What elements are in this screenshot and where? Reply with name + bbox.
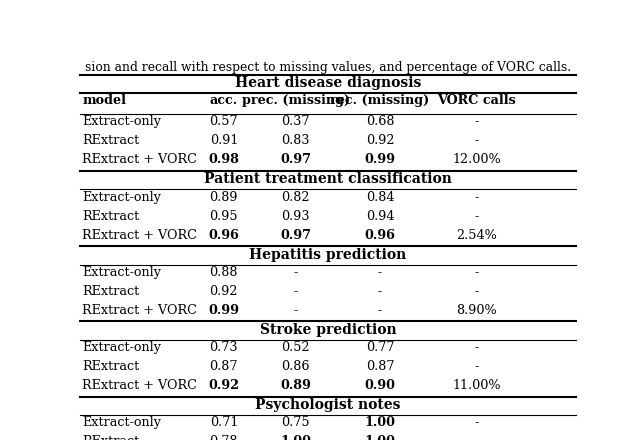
Text: 2.54%: 2.54% — [456, 229, 497, 242]
Text: Stroke prediction: Stroke prediction — [260, 323, 396, 337]
Text: 0.71: 0.71 — [210, 416, 238, 429]
Text: Extract-only: Extract-only — [83, 115, 161, 128]
Text: -: - — [378, 304, 382, 317]
Text: RExtract: RExtract — [83, 435, 140, 440]
Text: 0.78: 0.78 — [209, 435, 238, 440]
Text: 0.99: 0.99 — [209, 304, 239, 317]
Text: 11.00%: 11.00% — [452, 379, 501, 392]
Text: 0.52: 0.52 — [282, 341, 310, 354]
Text: -: - — [378, 285, 382, 298]
Text: Extract-only: Extract-only — [83, 416, 161, 429]
Text: 0.87: 0.87 — [209, 360, 238, 373]
Text: 0.93: 0.93 — [282, 210, 310, 223]
Text: 0.97: 0.97 — [280, 229, 311, 242]
Text: -: - — [475, 435, 479, 440]
Text: 0.86: 0.86 — [282, 360, 310, 373]
Text: 0.91: 0.91 — [210, 135, 238, 147]
Text: -: - — [475, 285, 479, 298]
Text: 12.00%: 12.00% — [452, 154, 501, 166]
Text: 0.96: 0.96 — [209, 229, 239, 242]
Text: 0.95: 0.95 — [209, 210, 238, 223]
Text: 0.75: 0.75 — [282, 416, 310, 429]
Text: 0.92: 0.92 — [209, 379, 239, 392]
Text: -: - — [475, 210, 479, 223]
Text: -: - — [294, 304, 298, 317]
Text: 0.99: 0.99 — [365, 154, 396, 166]
Text: Extract-only: Extract-only — [83, 191, 161, 204]
Text: -: - — [475, 360, 479, 373]
Text: 0.84: 0.84 — [366, 191, 394, 204]
Text: 0.89: 0.89 — [280, 379, 311, 392]
Text: 0.57: 0.57 — [209, 115, 238, 128]
Text: 1.00: 1.00 — [280, 435, 311, 440]
Text: 0.90: 0.90 — [365, 379, 396, 392]
Text: 0.98: 0.98 — [209, 154, 239, 166]
Text: prec. (missing): prec. (missing) — [242, 95, 350, 107]
Text: -: - — [294, 266, 298, 279]
Text: -: - — [475, 341, 479, 354]
Text: 0.89: 0.89 — [209, 191, 238, 204]
Text: Extract-only: Extract-only — [83, 266, 161, 279]
Text: 0.82: 0.82 — [282, 191, 310, 204]
Text: 0.77: 0.77 — [366, 341, 394, 354]
Text: -: - — [475, 416, 479, 429]
Text: 0.94: 0.94 — [366, 210, 394, 223]
Text: VORC calls: VORC calls — [437, 95, 516, 107]
Text: RExtract: RExtract — [83, 210, 140, 223]
Text: 0.87: 0.87 — [366, 360, 394, 373]
Text: RExtract: RExtract — [83, 135, 140, 147]
Text: RExtract + VORC: RExtract + VORC — [83, 304, 197, 317]
Text: 0.92: 0.92 — [209, 285, 238, 298]
Text: 8.90%: 8.90% — [456, 304, 497, 317]
Text: -: - — [378, 266, 382, 279]
Text: -: - — [475, 266, 479, 279]
Text: RExtract + VORC: RExtract + VORC — [83, 154, 197, 166]
Text: rec. (missing): rec. (missing) — [330, 95, 429, 107]
Text: Patient treatment classification: Patient treatment classification — [204, 172, 452, 187]
Text: acc.: acc. — [210, 95, 238, 107]
Text: model: model — [83, 95, 127, 107]
Text: 0.88: 0.88 — [209, 266, 238, 279]
Text: 0.37: 0.37 — [282, 115, 310, 128]
Text: -: - — [294, 285, 298, 298]
Text: 1.00: 1.00 — [365, 435, 396, 440]
Text: 0.83: 0.83 — [282, 135, 310, 147]
Text: RExtract: RExtract — [83, 285, 140, 298]
Text: 0.96: 0.96 — [365, 229, 396, 242]
Text: sion and recall with respect to missing values, and percentage of VORC calls.: sion and recall with respect to missing … — [85, 61, 571, 74]
Text: 0.97: 0.97 — [280, 154, 311, 166]
Text: 0.68: 0.68 — [366, 115, 394, 128]
Text: -: - — [475, 115, 479, 128]
Text: Heart disease diagnosis: Heart disease diagnosis — [235, 76, 421, 90]
Text: -: - — [475, 135, 479, 147]
Text: 1.00: 1.00 — [365, 416, 396, 429]
Text: RExtract: RExtract — [83, 360, 140, 373]
Text: RExtract + VORC: RExtract + VORC — [83, 379, 197, 392]
Text: -: - — [475, 191, 479, 204]
Text: 0.73: 0.73 — [209, 341, 238, 354]
Text: RExtract + VORC: RExtract + VORC — [83, 229, 197, 242]
Text: Extract-only: Extract-only — [83, 341, 161, 354]
Text: Psychologist notes: Psychologist notes — [255, 398, 401, 412]
Text: 0.92: 0.92 — [366, 135, 394, 147]
Text: Hepatitis prediction: Hepatitis prediction — [250, 248, 406, 262]
